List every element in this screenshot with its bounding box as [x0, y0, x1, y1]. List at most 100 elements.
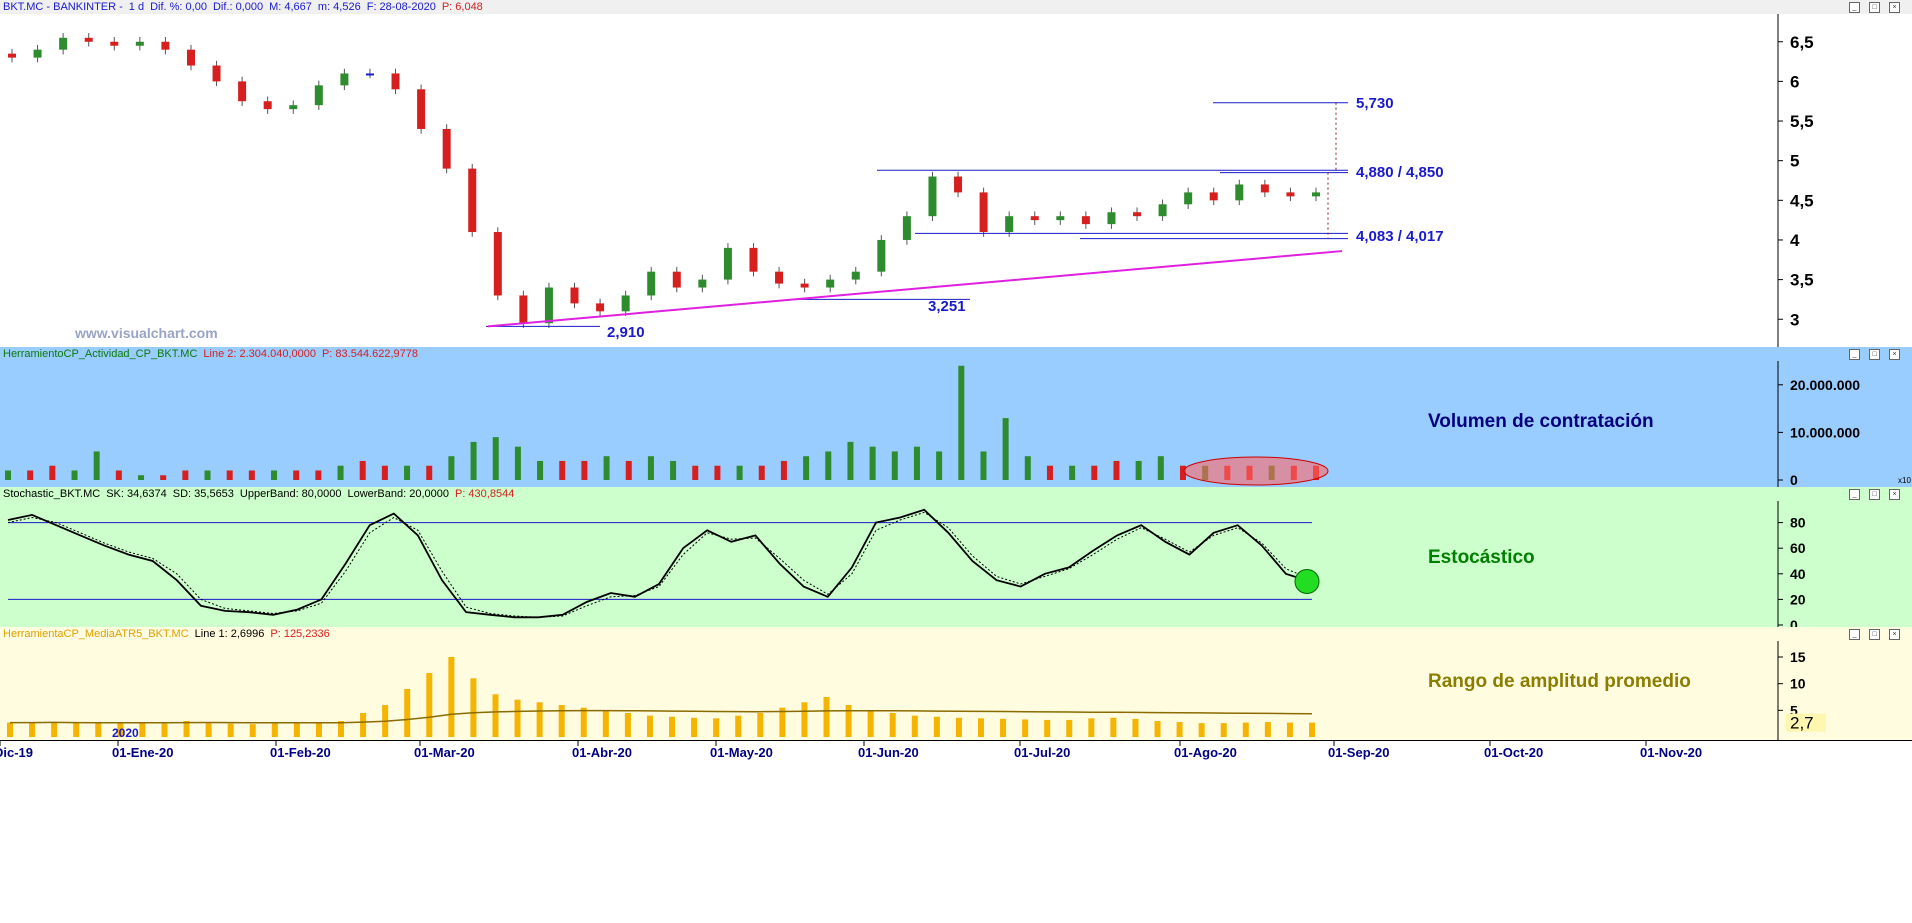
candle: [902, 216, 911, 240]
candle: [365, 73, 374, 76]
stochastic-chart[interactable]: 80 60 40 20 0: [0, 487, 1912, 627]
atr-bar: [293, 723, 300, 737]
atr-bar: [360, 713, 367, 737]
candle: [877, 239, 886, 272]
atr-bar: [1000, 718, 1007, 737]
maximize-icon[interactable]: □: [1869, 629, 1880, 640]
candle: [979, 192, 988, 233]
min-label: m: 4,526: [317, 1, 361, 13]
volume-bar: [736, 465, 743, 480]
stoch-y-tick-label: 60: [1790, 540, 1806, 556]
atr-p-value: P: 125,2336: [270, 628, 330, 640]
x-axis: Dic-19 01-Ene-20 01-Feb-20 01-Mar-20 01-Abr-…: [0, 740, 1912, 923]
candle: [340, 73, 349, 86]
atr-bar: [29, 722, 36, 737]
atr-bar: [73, 723, 80, 737]
volume-bar: [514, 446, 521, 480]
atr-bar: [448, 657, 455, 737]
stoch-sk: SK: 34,6374: [106, 488, 167, 500]
volume-bar: [1002, 418, 1009, 480]
atr-bar: [1044, 719, 1051, 737]
atr-bar: [7, 722, 13, 737]
price-panel-header: BKT.MC - BANKINTER - 1 d Dif. %: 0,00 Dif.:…: [0, 0, 1912, 14]
maximize-icon[interactable]: □: [1869, 349, 1880, 360]
x-axis-label: 01-Sep-20: [1328, 745, 1389, 760]
volume-bar: [825, 451, 832, 480]
x-axis-label: 01-Ene-20: [112, 745, 173, 760]
candle: [1286, 192, 1295, 197]
maximize-icon[interactable]: □: [1869, 489, 1880, 500]
volume-bar: [913, 446, 920, 480]
atr-window-controls: _ □ ×: [1846, 628, 1906, 640]
atr-chart[interactable]: 15 10 52,7 2020: [0, 627, 1912, 740]
stoch-line-sk: [7, 508, 1311, 619]
atr-bar: [536, 702, 543, 737]
atr-line-value: Line 1: 2,6996: [194, 628, 265, 640]
maximize-icon[interactable]: □: [1869, 2, 1880, 13]
candle: [1133, 212, 1142, 217]
stoch-y-tick-label: 40: [1790, 566, 1806, 582]
volume-bar: [758, 465, 765, 480]
symbol-label: BKT.MC - BANKINTER -: [3, 1, 123, 13]
candle: [621, 295, 630, 312]
candle: [417, 89, 426, 129]
candle: [1235, 184, 1244, 201]
volume-bar: [337, 465, 344, 480]
dif-pct-label: Dif. %: 0,00: [150, 1, 207, 13]
volume-bar: [426, 465, 433, 480]
price-chart[interactable]: 6,5 6 5,5 5 4,5 4 3,5 3 5,730 4,880 / 4,850 4,083 …: [0, 0, 1912, 347]
atr-panel-header: HerramientaCP_MediaATR5_BKT.MC Line 1: 2,…: [0, 627, 1912, 641]
price-y-tick-label: 6,5: [1790, 33, 1814, 52]
candle: [33, 49, 42, 58]
candle: [851, 271, 860, 280]
close-icon[interactable]: ×: [1889, 349, 1900, 360]
atr-title: Rango de amplitud promedio: [1428, 671, 1691, 692]
candle: [238, 81, 247, 102]
volume-bar: [692, 465, 699, 480]
max-label: M: 4,667: [269, 1, 312, 13]
minimize-icon[interactable]: _: [1849, 629, 1860, 640]
close-icon[interactable]: ×: [1889, 2, 1900, 13]
target-label: 5,730: [1356, 95, 1394, 112]
close-icon[interactable]: ×: [1889, 489, 1900, 500]
atr-bar: [1220, 723, 1227, 737]
volume-bar: [1113, 460, 1120, 480]
atr-bar: [404, 689, 411, 737]
candle: [468, 168, 477, 233]
minimize-icon[interactable]: _: [1849, 489, 1860, 500]
minimize-icon[interactable]: _: [1849, 2, 1860, 13]
x-axis-label: 01-Mar-20: [414, 745, 475, 760]
x-axis-labels: Dic-19 01-Ene-20 01-Feb-20 01-Mar-20 01-Abr-…: [0, 741, 1702, 760]
minimize-icon[interactable]: _: [1849, 349, 1860, 360]
atr-bar: [1066, 719, 1073, 737]
x-axis-label: 01-Abr-20: [572, 745, 632, 760]
volume-chart[interactable]: 20.000.000 10.000.000 0 x10: [0, 347, 1912, 487]
atr-bar: [801, 702, 808, 737]
volume-bar: [1046, 465, 1053, 480]
volume-bar: [271, 470, 278, 480]
atr-bar: [580, 707, 587, 737]
volume-bar: [204, 470, 211, 480]
atr-bar: [117, 722, 124, 737]
candle: [1030, 216, 1039, 221]
atr-bar: [602, 710, 609, 737]
candle: [928, 176, 937, 217]
x-axis-label: 01-Nov-20: [1640, 745, 1702, 760]
atr-panel: HerramientaCP_MediaATR5_BKT.MC Line 1: 2,…: [0, 627, 1912, 740]
candle: [186, 49, 195, 66]
volume-bar: [958, 365, 965, 480]
atr-bar: [492, 694, 499, 737]
candle: [212, 65, 221, 82]
atr-bar: [139, 722, 146, 737]
volume-highlight-ellipse: [1183, 456, 1329, 486]
close-icon[interactable]: ×: [1889, 629, 1900, 640]
volume-bar: [138, 475, 145, 480]
candle: [672, 271, 681, 288]
atr-bar: [1198, 723, 1205, 737]
atr-bar: [669, 716, 676, 737]
date-label: F: 28-08-2020: [366, 1, 436, 13]
volume-bar: [1135, 460, 1142, 480]
atr-bar: [757, 713, 764, 737]
candle: [570, 287, 579, 304]
volume-bar: [670, 460, 677, 480]
